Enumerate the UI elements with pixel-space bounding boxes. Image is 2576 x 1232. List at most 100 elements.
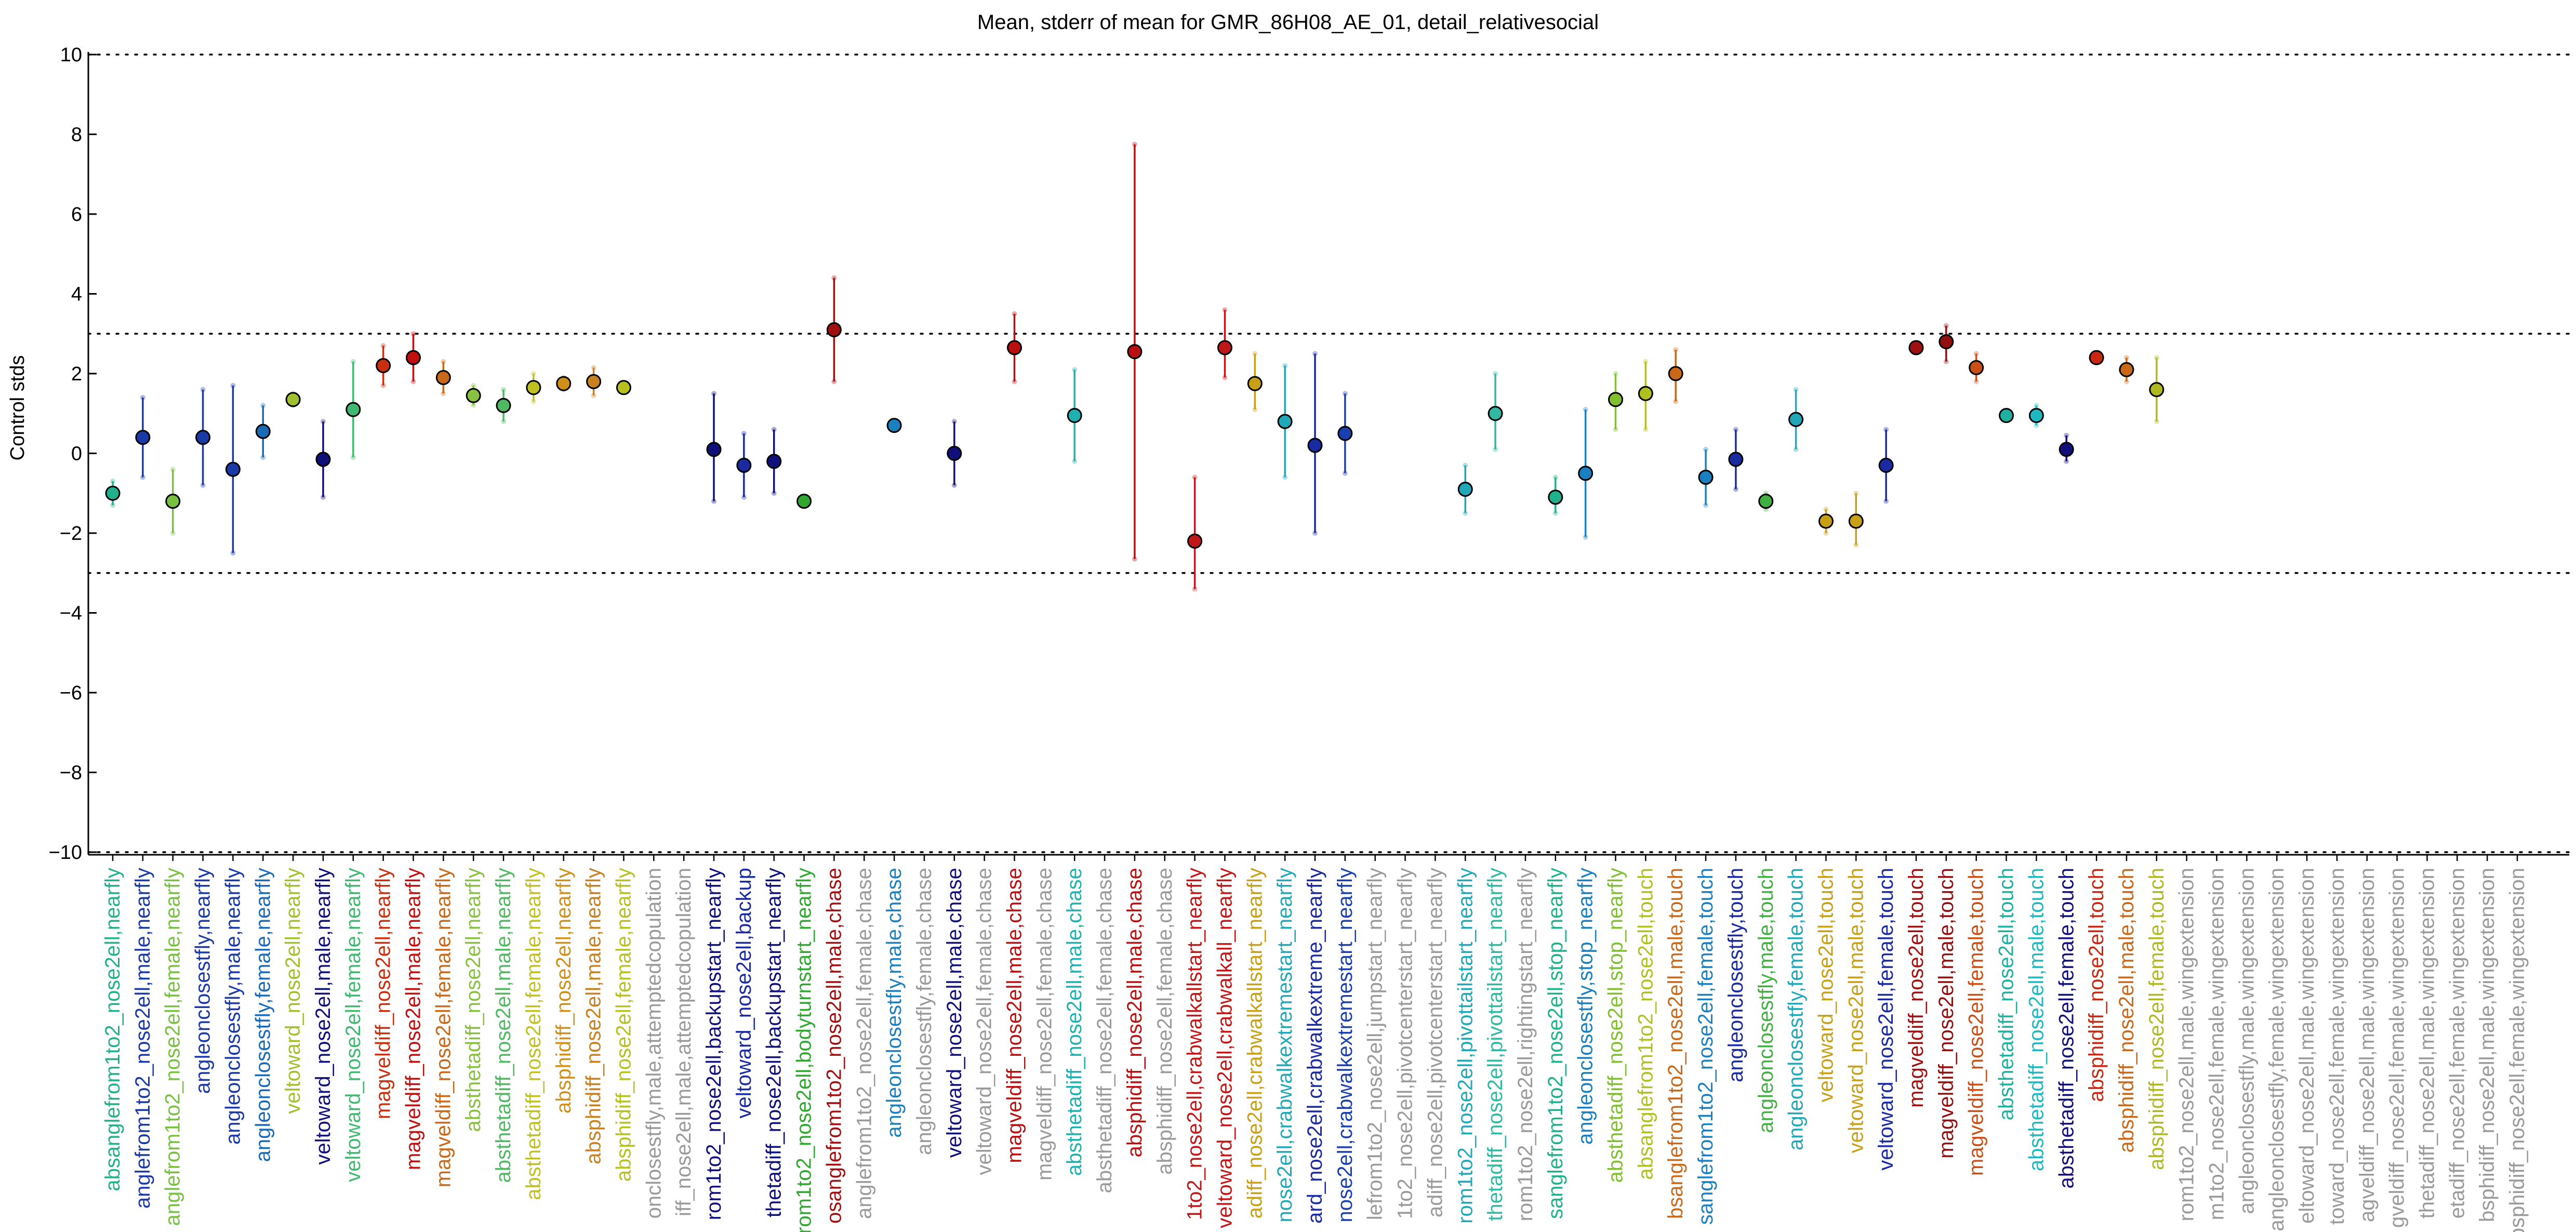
error-cap [1613,371,1618,376]
y-tick-label: −8 [60,762,82,784]
error-cap [1883,427,1889,432]
x-tick-label: magveldiff_nose2ell,female,nearfly [432,868,455,1187]
error-cap [1583,534,1588,540]
error-cap [831,379,837,385]
error-cap [1733,427,1738,432]
x-tick-label: absphidiff_nose2ell,female,touch [2145,868,2168,1170]
x-tick-label: absthetadiff_nose2ell,female,chase [1093,868,1116,1193]
y-tick-label: −6 [60,682,82,704]
x-tick-label: anglefrom1to2_nose2ell,female,nearfly [162,868,184,1226]
mean-point [1548,489,1563,505]
y-tick-label: 8 [71,124,82,146]
x-tick-label: angleonclosestfly,stop_nearfly [1574,868,1597,1145]
mean-point [1307,438,1323,453]
y-tick-label: −4 [60,603,82,625]
error-cap [1643,359,1649,364]
error-cap [170,467,176,472]
error-cap [1342,470,1348,476]
error-cap [110,479,115,484]
error-cap [471,403,476,408]
mean-point [346,402,361,417]
x-tick-label: bsphidiff_nose2ell,male,wingextension [2476,868,2499,1222]
y-tick-label: 4 [71,284,82,306]
error-cap [1673,399,1679,404]
error-cap [1282,363,1288,368]
error-cap [2064,458,2069,464]
mean-point [616,380,631,395]
x-tick-label: absthetadiff_nose2ell,stop_nearfly [1604,868,1627,1183]
error-cap [1643,427,1649,432]
mean-point [1007,340,1022,355]
reference-lines [87,54,2570,853]
x-tick-label: nose2ell,crabwalkextremestart_nearfly [1273,868,1296,1223]
x-tick-label: absanglefrom1to2_nose2ell,nearfly [101,868,124,1191]
x-tick-label: rom1to2_nose2ell,male,wingextension [2175,868,2198,1221]
error-cap [1552,510,1558,516]
error-cap [260,455,266,460]
error-cap [1883,498,1889,504]
mean-point [556,376,572,391]
x-tick-label: absphidiff_nose2ell,touch [2085,868,2108,1102]
mean-point [225,461,241,477]
x-tick-label: angleonclosestfly,female,chase [913,868,936,1155]
x-tick-label: magveldiff_nose2ell,nearfly [372,868,395,1119]
error-cap [1012,379,1017,385]
error-cap [1072,458,1078,464]
error-cap [1132,141,1137,147]
x-tick-label: absphidiff_nose2ell,male,nearfly [582,868,605,1164]
mean-point [435,370,451,386]
x-tick-label: angleonclosestfly,female,touch [1785,868,1808,1150]
y-tick-label: 2 [71,363,82,385]
error-cap [140,474,145,480]
mean-point [1608,392,1623,407]
error-cap [1583,407,1588,413]
error-cap [1252,351,1258,356]
error-cap [530,399,536,404]
x-tick-label: sanglefrom1to2_nose2ell,female,touch [1694,868,1717,1225]
x-tick-label: absphidiff_nose2ell,female,nearfly [612,868,635,1182]
error-cap [1793,387,1799,392]
mean-point [1908,340,1924,355]
error-cap [1012,311,1017,316]
error-cap [2034,403,2039,408]
mean-point [1578,466,1594,481]
x-tick-label: gveldiff_nose2ell,female,wingextension [2386,868,2409,1228]
mean-point [1848,513,1864,529]
mean-point [285,392,301,407]
x-tick-label: absthetadiff_nose2ell,male,touch [2025,868,2048,1171]
x-tick-label: veltoward_nose2ell,male,chase [943,868,966,1158]
error-cap [1222,375,1228,380]
error-cap [1943,323,1949,328]
x-tick-label: angleonclosestfly,touch [1724,868,1747,1082]
x-tick-label: ard_nose2ell,crabwalkextreme_nearfly [1304,868,1326,1224]
error-cap [2123,379,2129,385]
mean-point [1758,494,1774,509]
mean-point [165,494,181,509]
mean-point [2059,442,2074,457]
x-tick-label: veltoward_nose2ell,backup [733,868,755,1119]
x-tick-labels: absanglefrom1to2_nose2ell,nearfly anglefr… [101,855,2529,1232]
mean-point [2028,408,2044,423]
error-cap [1282,474,1288,480]
mean-markers [105,322,2165,549]
error-cap [2123,355,2129,361]
error-cap [1072,367,1078,373]
x-tick-label: adiff_nose2ell,pivotcenterstart_nearfly [1424,868,1446,1217]
mean-point [1728,452,1744,467]
error-cap [1703,502,1709,508]
error-cap [831,275,837,281]
error-cap [200,387,206,392]
x-tick-label: veltoward_nose2ell,male,touch [1844,868,1867,1153]
x-tick-label: veltoward_nose2ell,touch [1814,868,1837,1102]
mean-point [947,446,962,461]
mean-point [1818,513,1834,529]
error-cap [230,550,236,556]
mean-point [1788,412,1804,427]
y-ticks: 10 8 6 4 2 0 −2 −4 −6 −8 −10 [49,44,97,864]
error-cap [771,427,777,432]
error-cap [1463,510,1468,516]
x-tick-label: veltoward_nose2ell,male,nearfly [312,868,335,1164]
x-tick-label: lefrom1to2_nose2ell,jumpstart_nearfly [1364,868,1387,1220]
error-cap [441,391,446,396]
mean-point [1638,386,1653,401]
